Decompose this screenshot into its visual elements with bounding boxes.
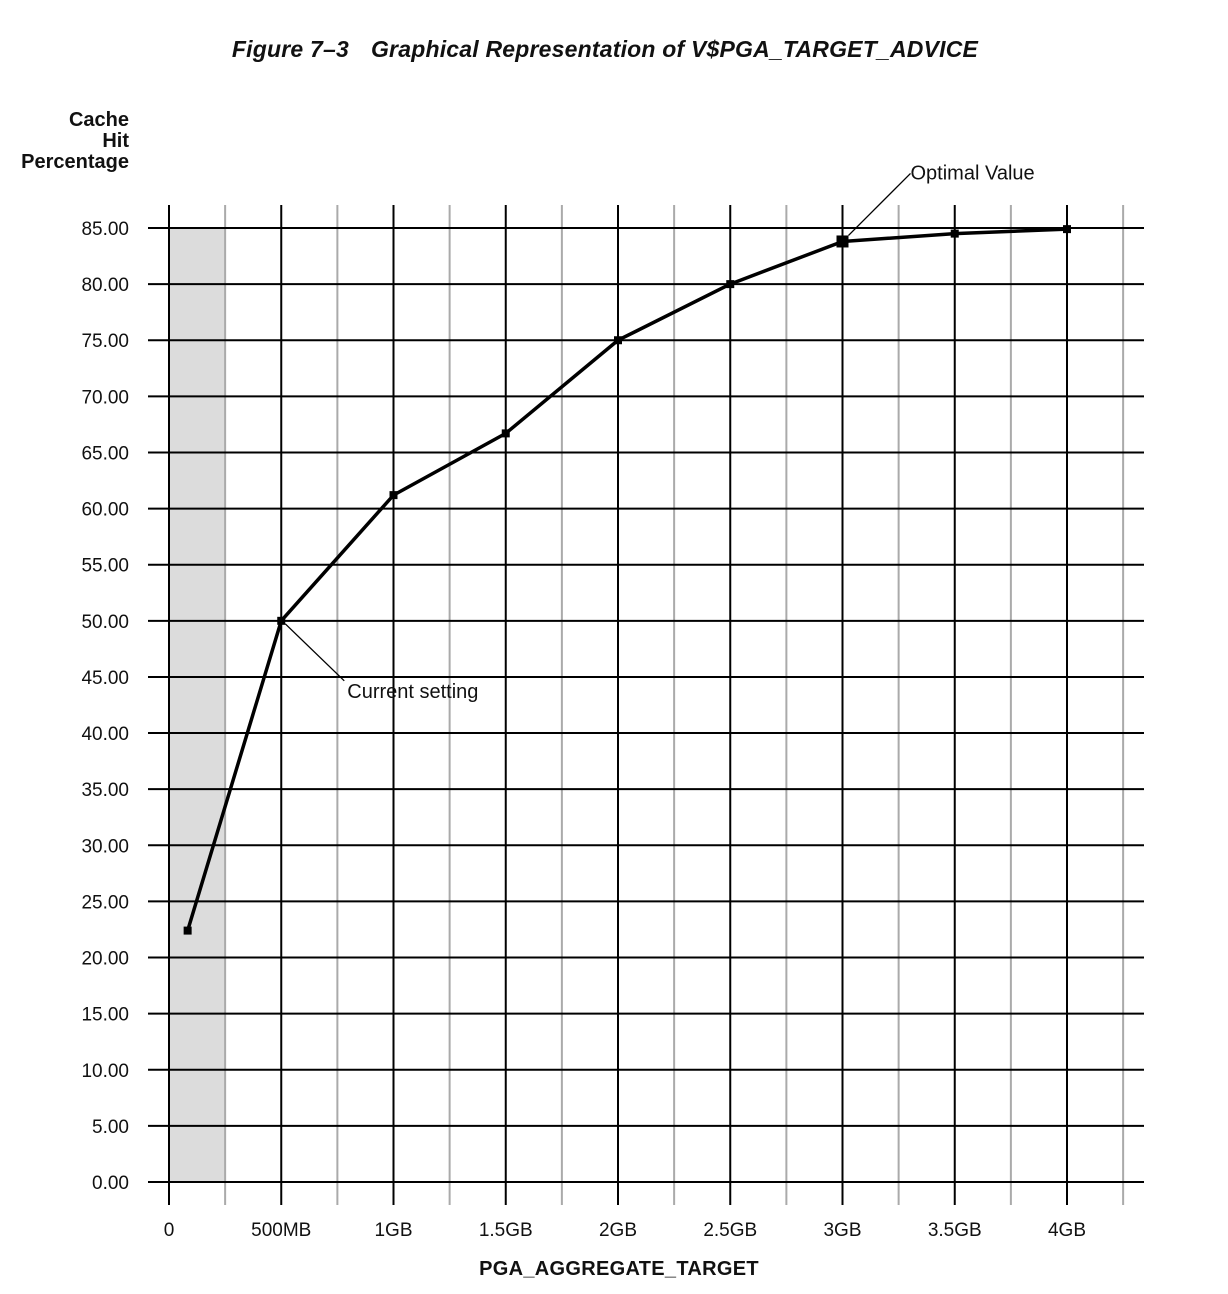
annotation-leader-current (284, 623, 345, 682)
data-point-4 (614, 336, 622, 345)
data-point-2 (389, 491, 398, 500)
y-tick-label: 20.00 (81, 949, 129, 970)
y-tick-label: 35.00 (81, 780, 129, 801)
y-axis-label-line-2: Hit (102, 130, 129, 152)
shaded-region (169, 228, 226, 1182)
y-tick-label: 60.00 (81, 500, 129, 521)
annotation-leader-optimal (848, 173, 911, 236)
y-tick-label: 25.00 (81, 892, 129, 913)
data-point-6 (836, 235, 849, 248)
y-tick-label: 65.00 (81, 443, 129, 464)
y-tick-label: 75.00 (81, 331, 129, 352)
y-axis-label-line-3: Percentage (21, 151, 129, 173)
y-tick-label: 40.00 (81, 724, 129, 745)
y-tick-label: 10.00 (81, 1061, 129, 1082)
y-axis-label: Cache Hit Percentage (21, 110, 129, 173)
y-axis-label-line-1: Cache (68, 109, 129, 131)
figure-title-text: Graphical Representation of V$PGA_TARGET… (370, 36, 979, 62)
y-tick-label: 80.00 (81, 275, 129, 296)
data-point-0 (183, 926, 192, 935)
y-tick-label: 55.00 (81, 556, 129, 577)
x-tick-label: 0 (164, 1220, 175, 1241)
x-tick-label: 3GB (823, 1220, 861, 1241)
y-tick-label: 15.00 (81, 1005, 129, 1026)
y-tick-label: 85.00 (81, 219, 129, 240)
y-tick-label: 5.00 (92, 1117, 129, 1138)
data-point-8 (1063, 225, 1071, 234)
data-point-7 (950, 229, 959, 238)
annotation-optimal-value: Optimal Value (911, 162, 1035, 184)
x-tick-label: 2GB (599, 1220, 637, 1241)
x-tick-label: 3.5GB (928, 1220, 982, 1241)
data-point-3 (501, 429, 510, 438)
data-point-5 (726, 280, 735, 289)
y-tick-label: 30.00 (81, 836, 129, 857)
y-tick-label: 45.00 (81, 668, 129, 689)
x-tick-label: 2.5GB (703, 1220, 757, 1241)
data-point-1 (277, 616, 286, 625)
x-tick-label: 1GB (374, 1220, 412, 1241)
y-tick-label: 70.00 (81, 387, 129, 408)
annotation-current-setting: Current setting (347, 681, 478, 703)
x-tick-label: 500MB (251, 1220, 311, 1241)
figure-number: Figure 7–3 (231, 36, 349, 62)
series-line-0 (185, 227, 1068, 932)
y-tick-label: 50.00 (81, 612, 129, 633)
x-tick-label: 1.5GB (479, 1220, 533, 1241)
x-axis-label: PGA_AGGREGATE_TARGET (479, 1258, 759, 1280)
y-tick-label: 0.00 (92, 1173, 129, 1194)
figure-title: Figure 7–3 Graphical Representation of V$… (0, 36, 1210, 63)
x-tick-label: 4GB (1048, 1220, 1086, 1241)
